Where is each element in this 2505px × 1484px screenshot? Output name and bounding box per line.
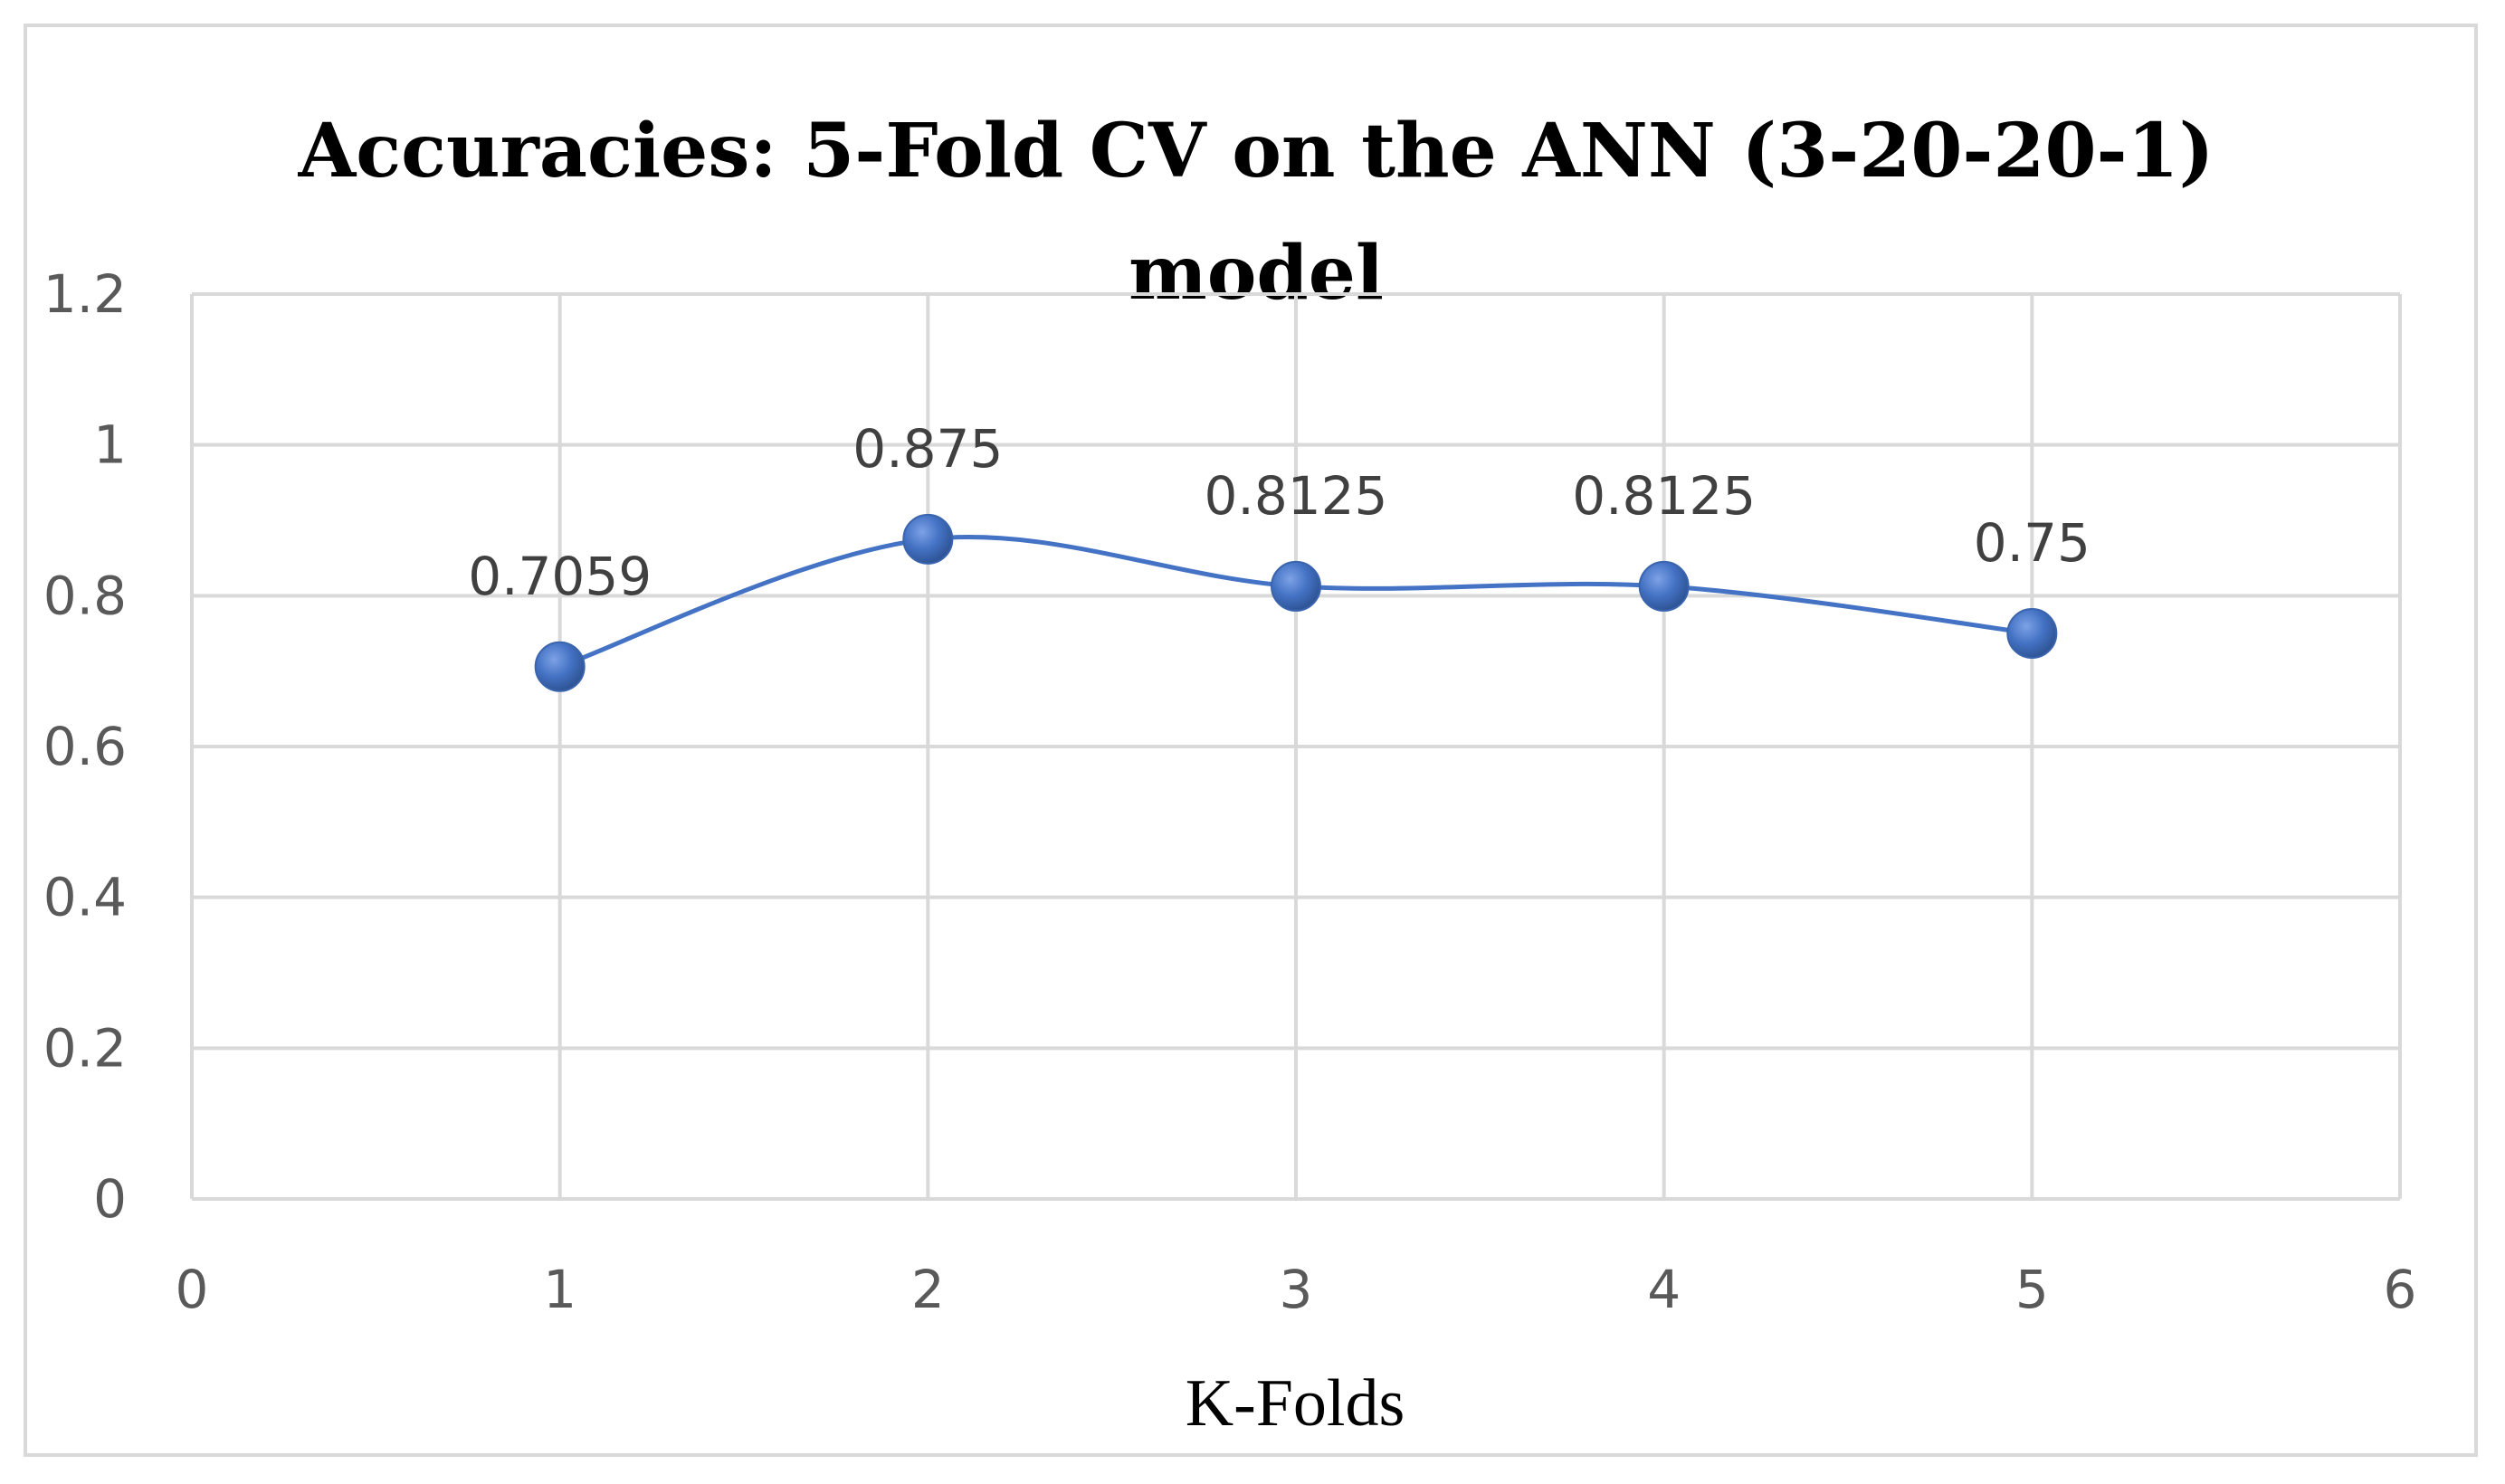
chart-title-line-1: Accuracies: 5-Fold CV on the ANN (3-20-2… bbox=[298, 108, 2214, 195]
y-tick-label-0: 0 bbox=[93, 1168, 127, 1230]
x-tick-label-1: 1 bbox=[543, 1259, 576, 1320]
x-tick-label-2: 2 bbox=[911, 1259, 945, 1320]
data-label-2: 0.875 bbox=[852, 418, 1003, 480]
vertical-gridlines bbox=[190, 294, 2402, 1199]
data-label-4: 0.8125 bbox=[1572, 465, 1756, 527]
data-point-3 bbox=[1271, 560, 1321, 612]
x-tick-label-3: 3 bbox=[1280, 1259, 1313, 1320]
x-tick-label-6: 6 bbox=[2384, 1259, 2417, 1320]
data-label-3: 0.8125 bbox=[1205, 465, 1388, 527]
y-tick-label-4: 0.8 bbox=[43, 565, 127, 626]
x-axis-tick-labels: 0 1 2 3 4 5 6 bbox=[176, 1259, 2417, 1320]
x-tick-label-5: 5 bbox=[2015, 1259, 2049, 1320]
x-tick-label-0: 0 bbox=[176, 1259, 209, 1320]
data-point-1 bbox=[534, 641, 586, 692]
x-tick-label-4: 4 bbox=[1647, 1259, 1681, 1320]
data-label-1: 0.7059 bbox=[468, 546, 652, 607]
chart-frame bbox=[24, 24, 2478, 1457]
y-tick-label-5: 1 bbox=[93, 414, 127, 476]
chart-title-line-2: model bbox=[1129, 230, 1384, 317]
y-axis-tick-labels: 0 0.2 0.4 0.6 0.8 1 1.2 bbox=[43, 263, 127, 1230]
data-label-5: 0.75 bbox=[1974, 512, 2091, 574]
y-tick-label-6: 1.2 bbox=[43, 263, 127, 325]
data-point-2 bbox=[902, 513, 954, 565]
y-tick-label-1: 0.2 bbox=[43, 1017, 127, 1079]
data-point-4 bbox=[1638, 560, 1690, 612]
data-point-5 bbox=[2006, 608, 2058, 659]
y-tick-label-3: 0.6 bbox=[43, 716, 127, 777]
x-axis-label: K-Folds bbox=[1186, 1366, 1405, 1441]
data-labels: 0.7059 0.875 0.8125 0.8125 0.75 bbox=[468, 418, 2091, 607]
y-tick-label-2: 0.4 bbox=[43, 867, 127, 928]
series-markers bbox=[534, 513, 2058, 692]
